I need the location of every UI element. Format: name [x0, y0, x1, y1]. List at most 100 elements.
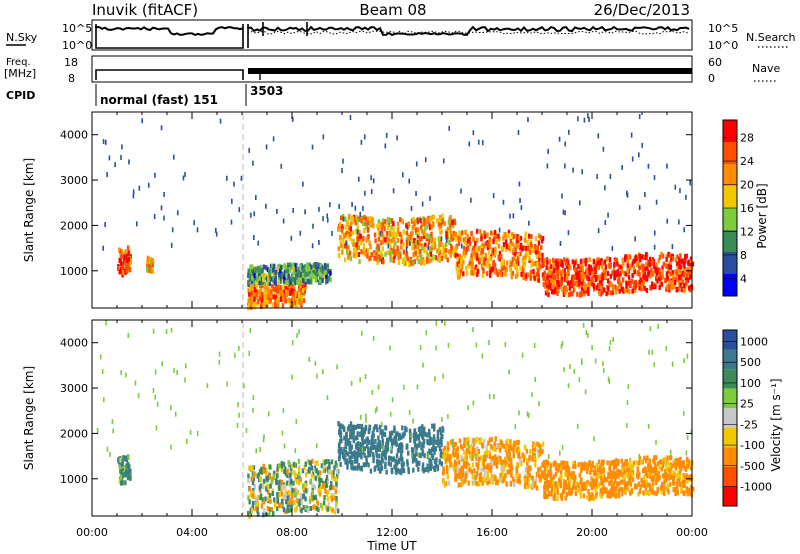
power-colorbar-segment [723, 274, 737, 296]
data-cell [577, 281, 581, 287]
data-cell [509, 213, 511, 219]
data-cell [483, 464, 486, 470]
data-cell [397, 447, 401, 453]
data-cell [611, 460, 615, 466]
data-cell [581, 462, 585, 468]
data-cell [504, 271, 507, 277]
data-cell [275, 288, 279, 294]
data-cell [356, 441, 360, 447]
data-cell [293, 500, 296, 506]
data-cell [372, 455, 375, 461]
data-cell [127, 256, 131, 262]
data-cell [150, 257, 154, 263]
data-cell [295, 419, 298, 425]
data-cell [250, 466, 253, 472]
data-cell [515, 468, 519, 474]
data-cell [378, 440, 382, 446]
data-cell [129, 474, 132, 480]
data-cell [492, 259, 496, 265]
data-cell [297, 458, 301, 464]
data-cell [617, 481, 621, 487]
data-cell [370, 444, 373, 450]
data-cell [338, 424, 342, 430]
velocity-colorbar-segment [723, 369, 737, 389]
data-cell [363, 439, 367, 445]
data-cell [414, 436, 418, 442]
data-cell [574, 490, 578, 496]
data-cell [270, 276, 273, 282]
data-cell [117, 265, 120, 271]
velocity-scatter [96, 320, 695, 520]
data-cell [264, 283, 267, 289]
data-cell [678, 473, 681, 479]
data-cell [560, 460, 563, 466]
data-cell [629, 490, 632, 496]
data-cell [350, 425, 353, 431]
data-cell [380, 464, 383, 470]
data-cell [258, 275, 262, 281]
data-cell [380, 421, 383, 427]
data-cell [392, 245, 396, 251]
data-cell [313, 484, 317, 490]
data-cell [151, 265, 154, 271]
data-cell [366, 253, 369, 259]
data-cell [641, 459, 644, 465]
data-cell [495, 269, 498, 275]
data-cell [634, 254, 638, 260]
data-cell [403, 384, 405, 390]
data-cell [556, 274, 560, 280]
data-cell [687, 285, 691, 291]
data-cell [263, 293, 267, 299]
data-cell [666, 275, 669, 281]
data-cell [558, 463, 561, 469]
data-cell [655, 199, 658, 205]
data-cell [446, 234, 449, 240]
data-cell [313, 465, 317, 471]
data-cell [688, 274, 692, 280]
data-cell [600, 480, 603, 486]
data-cell [589, 463, 593, 469]
data-cell [441, 213, 444, 219]
data-cell [656, 486, 659, 492]
data-cell [283, 293, 286, 299]
data-cell [638, 152, 640, 158]
data-cell [500, 254, 503, 260]
data-cell [649, 273, 652, 279]
data-cell [316, 266, 319, 272]
data-cell [247, 302, 251, 308]
data-cell [318, 476, 321, 482]
data-cell [319, 263, 322, 269]
data-cell [286, 495, 289, 501]
data-cell [642, 475, 646, 481]
data-cell [511, 256, 515, 262]
data-cell [497, 454, 500, 460]
data-cell [543, 468, 547, 474]
data-cell [313, 267, 317, 273]
data-cell [429, 195, 431, 201]
data-cell [444, 320, 446, 326]
data-cell [565, 468, 568, 474]
data-cell [613, 270, 617, 276]
data-cell [463, 437, 466, 443]
data-cell [509, 243, 512, 249]
data-cell [641, 263, 644, 269]
data-cell [509, 439, 512, 445]
data-cell [302, 485, 305, 491]
data-cell [581, 290, 584, 296]
data-cell [556, 486, 559, 492]
data-cell [438, 427, 442, 433]
data-cell [626, 267, 629, 273]
data-cell [379, 231, 382, 237]
data-cell [477, 254, 480, 260]
data-cell [686, 457, 689, 463]
data-cell [499, 439, 503, 445]
data-cell [302, 265, 306, 271]
data-cell [423, 230, 426, 236]
data-cell [262, 463, 266, 469]
data-cell [454, 441, 457, 447]
data-cell [441, 433, 444, 439]
data-cell [322, 134, 325, 140]
data-cell [438, 225, 442, 231]
data-cell [127, 267, 130, 273]
data-cell [487, 249, 491, 255]
